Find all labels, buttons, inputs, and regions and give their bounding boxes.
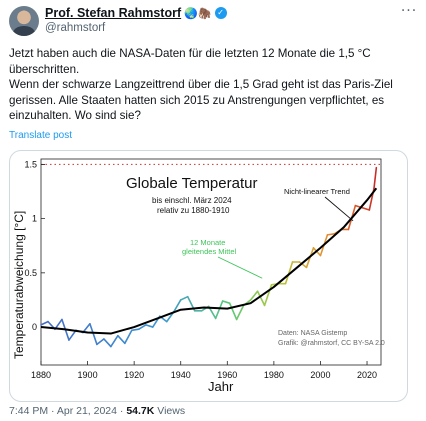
post-header: Prof. Stefan Rahmstorf 🌏🦣 ✓ @rahmstorf <box>45 5 416 39</box>
chart-title: Globale Temperatur <box>126 175 257 192</box>
views-count: 54.7K <box>126 405 155 417</box>
moving-avg-label-1: 12 Monate <box>190 238 225 247</box>
moving-average-segment <box>103 338 112 348</box>
x-tick-label-1920: 1920 <box>124 370 144 380</box>
x-tick-label-1960: 1960 <box>217 370 237 380</box>
moving-average-segment <box>214 300 224 320</box>
chart-subtitle-1: bis einschl. März 2024 <box>152 196 232 205</box>
moving-avg-label-2: gleitendes Mittel <box>182 247 237 256</box>
post-image[interactable]: 1.5 1 0.5 0 2020 2000 1980 1960 1940 1920 1900 1880… <box>9 150 408 402</box>
post-timestamp[interactable]: 7:44 PM · Apr 21, 2024 · <box>9 405 127 417</box>
moving-average-segment <box>249 290 259 301</box>
author-name[interactable]: Prof. Stefan Rahmstorf <box>45 6 182 20</box>
post-paragraph-1: Jetzt haben auch die NASA-Daten für die … <box>9 47 371 76</box>
moving-average-segment <box>124 329 133 345</box>
moving-avg-arrow <box>217 256 263 279</box>
y-axis-label: Temperaturabweichung [°C] <box>12 211 26 359</box>
source-label-2: Grafik: @rahmstorf, CC BY-SA 2.0 <box>278 340 385 347</box>
moving-average-segment <box>221 300 231 304</box>
avatar-shoulders <box>13 26 35 36</box>
x-tick-label-1900: 1900 <box>78 370 98 380</box>
moving-average-segment <box>40 320 49 326</box>
moving-average-segment <box>326 233 336 236</box>
trend-label: Nicht-linearer Trend <box>284 187 350 196</box>
post-footer: 7:44 PM · Apr 21, 2024 · 54.7K Views <box>9 405 185 417</box>
x-tick-label-1940: 1940 <box>171 370 191 380</box>
author-row: Prof. Stefan Rahmstorf 🌏🦣 ✓ <box>45 5 416 21</box>
y-tick-label-0: 0 <box>32 322 37 332</box>
y-tick-label-1: 0.5 <box>24 268 37 278</box>
x-tick-label-2000: 2000 <box>310 370 330 380</box>
moving-average-segment <box>172 299 182 313</box>
moving-average-segment <box>228 302 238 321</box>
moving-average-segment <box>179 295 189 301</box>
verified-badge-icon: ✓ <box>214 7 227 19</box>
avatar[interactable] <box>9 6 39 36</box>
moving-average-segment <box>256 290 266 307</box>
moving-average-segment <box>235 304 245 321</box>
translate-post-link[interactable]: Translate post <box>9 130 72 141</box>
x-tick-label-1880: 1880 <box>31 370 51 380</box>
post-text: Jetzt haben auch die NASA-Daten für die … <box>9 46 407 124</box>
views-label: Views <box>154 405 186 417</box>
trend-line <box>40 187 378 335</box>
chart-subtitle-2: relativ zu 1880-1910 <box>157 206 230 215</box>
moving-average-segment <box>117 334 126 345</box>
moving-average-segment <box>144 324 154 328</box>
y-tick-label-3: 1.5 <box>24 159 37 169</box>
more-options-icon[interactable]: ··· <box>400 3 418 19</box>
post-paragraph-2: Wenn der schwarze Langzeittrend über die… <box>9 78 393 122</box>
moving-average-segment <box>373 166 378 190</box>
moving-average-segment <box>131 328 140 332</box>
x-tick-label-2020: 2020 <box>357 370 377 380</box>
moving-average-segment <box>298 261 308 269</box>
moving-average-segment <box>361 206 371 211</box>
x-tick-label-1980: 1980 <box>264 370 284 380</box>
moving-average-segment <box>96 338 105 346</box>
author-emoji: 🌏🦣 <box>184 6 212 20</box>
moving-average-segment <box>138 324 147 331</box>
moving-average-segment <box>284 261 294 285</box>
trend-arrow <box>324 196 354 222</box>
x-axis-label: Jahr <box>208 379 234 394</box>
y-tick-label-2: 1 <box>32 214 37 224</box>
author-handle[interactable]: @rahmstorf <box>45 22 106 34</box>
temperature-chart: 1.5 1 0.5 0 2020 2000 1980 1960 1940 1920 1900 1880… <box>12 158 385 394</box>
moving-average-segment <box>263 283 273 307</box>
moving-average-segment <box>110 334 119 348</box>
source-label-1: Daten: NASA Gistemp <box>278 330 347 337</box>
plot-frame <box>40 158 382 366</box>
moving-average-segment <box>89 323 98 346</box>
moving-average-segment <box>68 329 77 341</box>
